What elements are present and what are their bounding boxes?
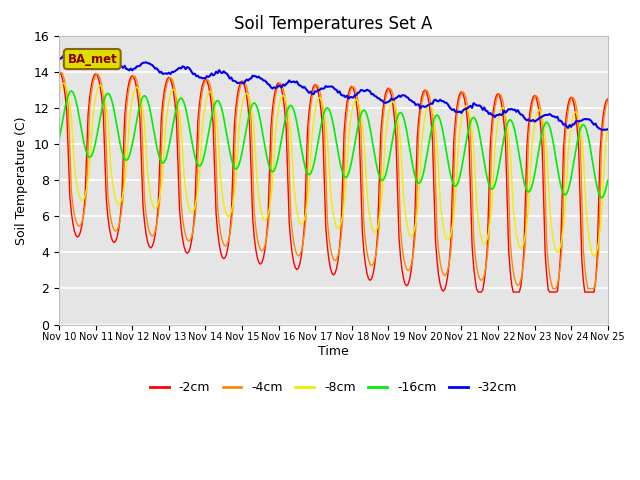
-4cm	[369, 262, 377, 267]
-2cm	[70, 228, 78, 234]
Legend: -2cm, -4cm, -8cm, -16cm, -32cm: -2cm, -4cm, -8cm, -16cm, -32cm	[145, 376, 522, 399]
-4cm	[57, 69, 65, 75]
-8cm	[387, 100, 395, 106]
-16cm	[387, 144, 395, 149]
Title: Soil Temperatures Set A: Soil Temperatures Set A	[234, 15, 433, 33]
-2cm	[474, 289, 482, 295]
Line: -8cm: -8cm	[59, 83, 608, 256]
-2cm	[538, 144, 546, 150]
-4cm	[399, 254, 407, 260]
-4cm	[159, 111, 166, 117]
-32cm	[369, 91, 377, 97]
X-axis label: Time: Time	[318, 345, 349, 358]
Line: -2cm: -2cm	[59, 72, 608, 292]
-8cm	[604, 125, 612, 131]
-8cm	[399, 193, 407, 199]
-16cm	[369, 143, 377, 148]
-2cm	[398, 266, 406, 272]
-8cm	[55, 92, 63, 97]
-8cm	[60, 80, 68, 86]
-8cm	[538, 113, 546, 119]
-2cm	[386, 87, 394, 93]
-32cm	[598, 127, 605, 132]
-16cm	[55, 136, 63, 142]
-2cm	[157, 117, 165, 122]
-4cm	[387, 87, 395, 93]
-16cm	[598, 195, 605, 201]
-32cm	[159, 71, 166, 77]
-16cm	[67, 88, 75, 94]
-16cm	[72, 98, 80, 104]
-4cm	[604, 98, 612, 104]
Line: -32cm: -32cm	[59, 52, 608, 130]
-16cm	[159, 160, 166, 166]
-32cm	[55, 55, 63, 61]
-2cm	[367, 276, 375, 282]
Text: BA_met: BA_met	[67, 52, 117, 66]
-32cm	[387, 96, 395, 101]
-8cm	[72, 176, 80, 181]
-2cm	[604, 96, 612, 102]
-4cm	[549, 286, 557, 291]
-4cm	[55, 71, 63, 76]
-32cm	[399, 93, 407, 98]
-4cm	[538, 119, 546, 125]
Y-axis label: Soil Temperature (C): Soil Temperature (C)	[15, 116, 28, 244]
-32cm	[70, 50, 78, 56]
-16cm	[399, 115, 407, 120]
-32cm	[538, 114, 546, 120]
-16cm	[604, 178, 612, 183]
-32cm	[604, 126, 612, 132]
-2cm	[55, 69, 63, 75]
-4cm	[72, 218, 80, 224]
-8cm	[369, 228, 377, 234]
-8cm	[590, 253, 598, 259]
Line: -4cm: -4cm	[59, 72, 608, 288]
-32cm	[72, 49, 80, 55]
-8cm	[159, 171, 166, 177]
-16cm	[538, 130, 546, 135]
Line: -16cm: -16cm	[59, 91, 608, 198]
